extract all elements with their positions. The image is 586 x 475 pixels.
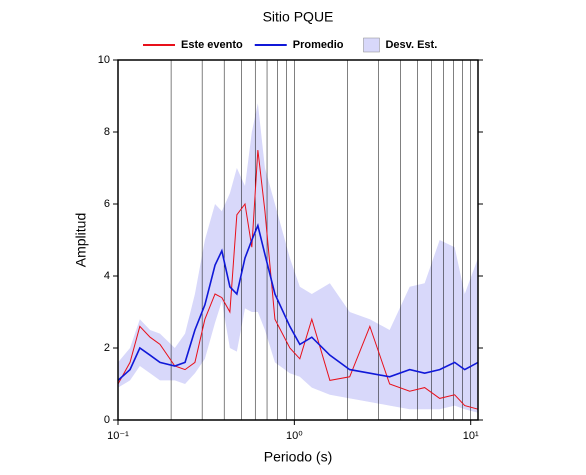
y-tick-label: 8	[104, 126, 110, 138]
y-tick-label: 4	[104, 270, 110, 282]
x-tick-label: 10¹	[463, 430, 479, 442]
legend-swatch	[363, 37, 380, 53]
legend-label: Promedio	[293, 39, 344, 51]
x-tick-label: 10⁻¹	[107, 430, 129, 442]
plot-frame	[117, 59, 479, 421]
chart-title: Sitio PQUE	[263, 9, 334, 25]
y-tick-label: 0	[104, 414, 110, 426]
x-tick-label: 10⁰	[286, 430, 303, 442]
y-tick-label: 2	[104, 342, 110, 354]
legend-label: Desv. Est.	[385, 39, 437, 51]
y-tick-label: 6	[104, 198, 110, 210]
series-line	[117, 223, 479, 381]
y-axis-label: Amplitud	[73, 213, 89, 267]
y-tick-label: 10	[98, 54, 110, 66]
legend-label: Este evento	[181, 39, 243, 51]
std-band	[118, 103, 478, 413]
x-axis-label: Periodo (s)	[264, 449, 332, 465]
